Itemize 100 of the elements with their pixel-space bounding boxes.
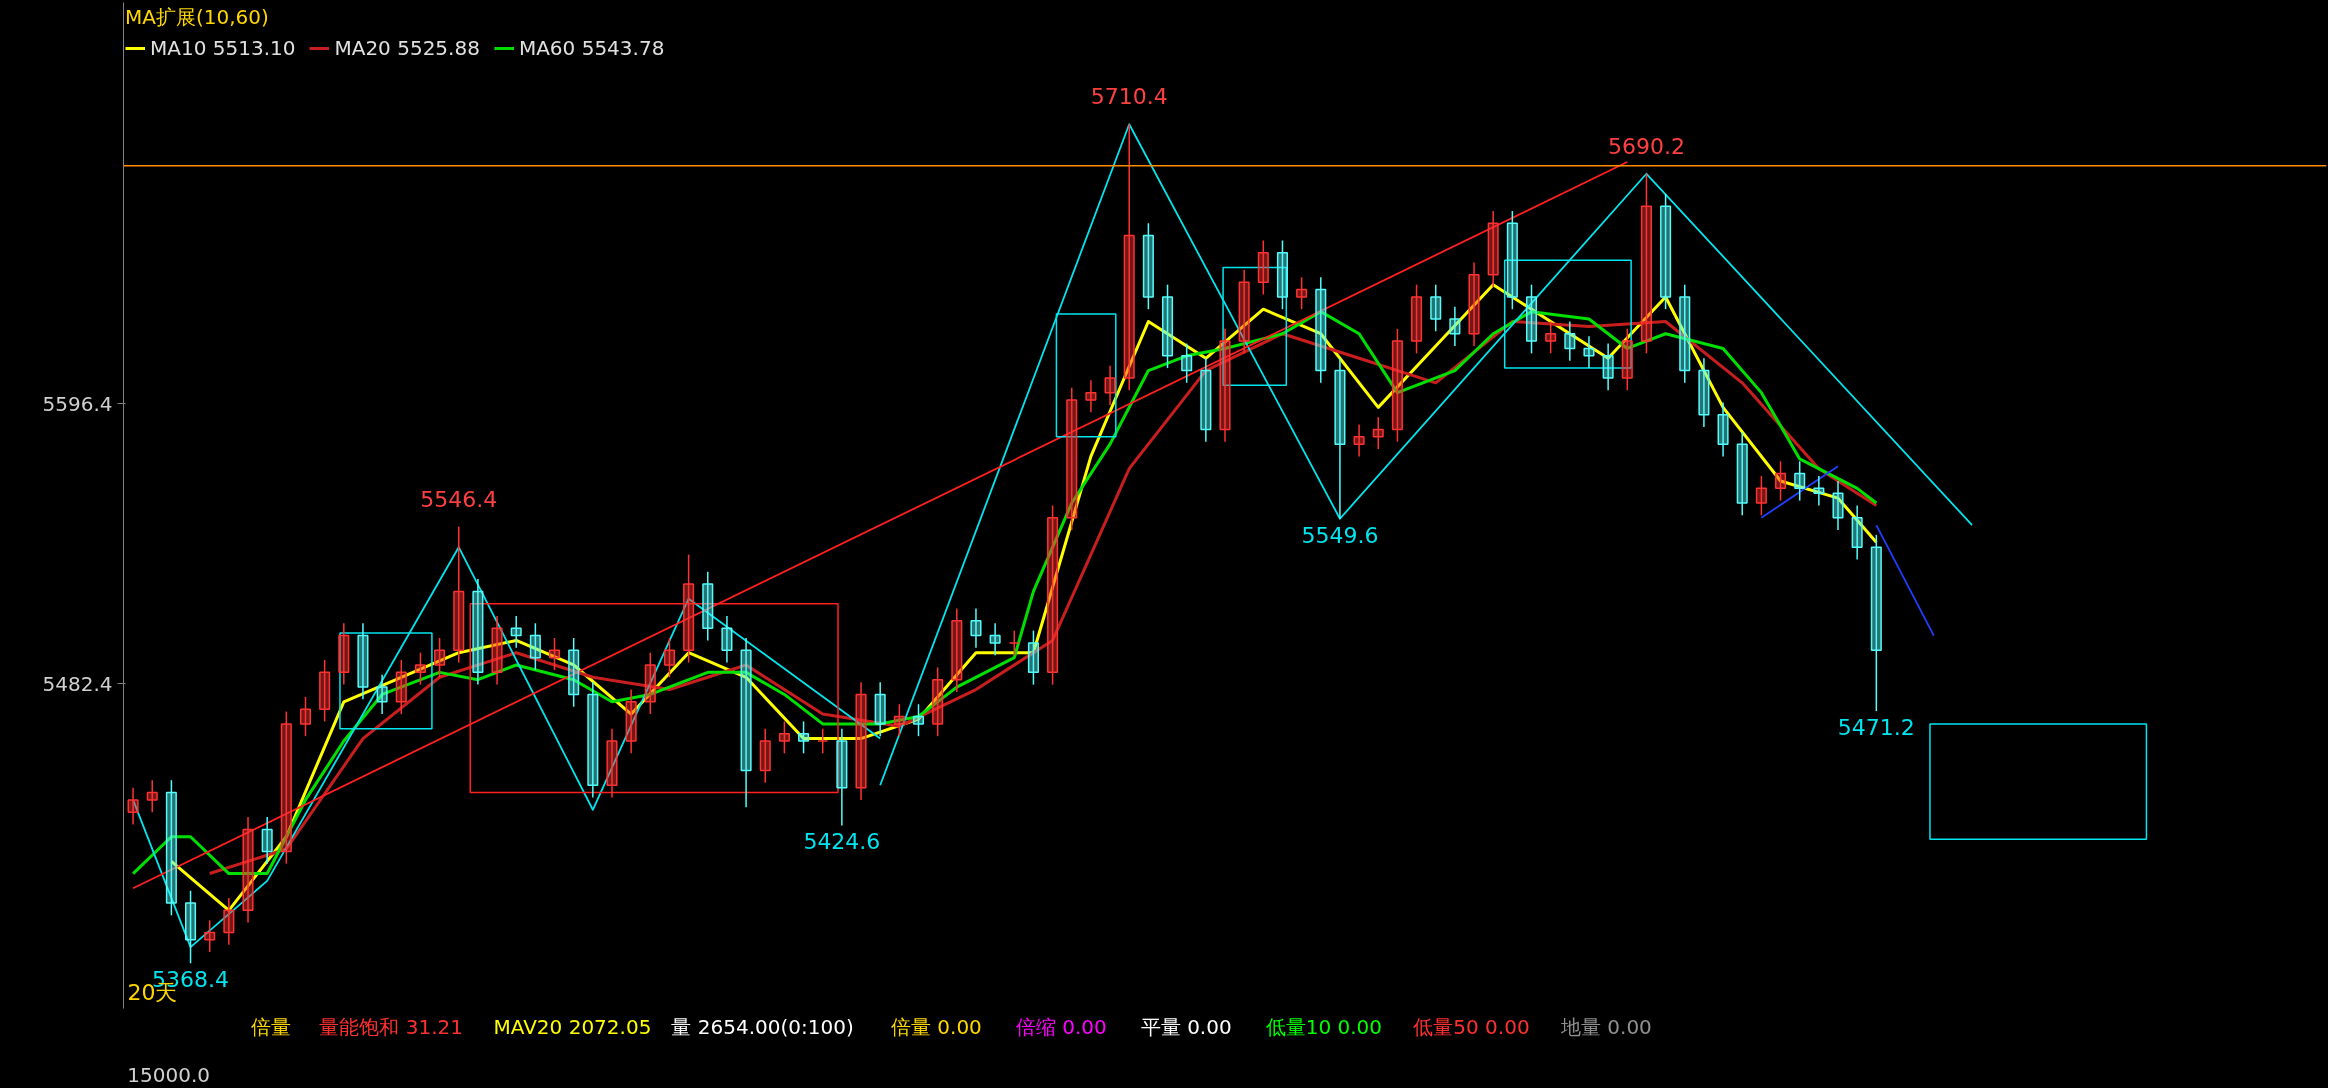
candlestick [836,728,848,827]
candlestick [625,688,637,755]
candlestick [1276,239,1289,310]
candlestick [261,816,273,865]
candlestick [1487,210,1499,288]
candlestick [1717,401,1729,458]
legend-label: MA20 5525.88 [334,36,480,60]
candlestick [548,637,561,671]
candlestick [1468,261,1480,347]
text: 平量 0.00 [1140,1014,1232,1039]
candlestick [299,696,312,737]
text: 低量50 0.00 [1413,1014,1530,1039]
candlestick [1870,534,1882,712]
text: 量能饱和 31.21 [319,1014,464,1039]
candlestick [855,681,867,801]
candlestick [1238,269,1250,355]
candlestick [951,607,963,693]
annotation: 5424.6 [803,829,881,855]
candlestick [1142,222,1154,310]
candlestick [127,786,139,826]
candlestick [721,615,733,664]
candlestick [568,637,580,708]
candlestick [912,703,925,737]
candlestick [453,525,465,664]
candlestick [817,728,829,755]
candlestick [529,622,541,671]
candlestick [357,622,369,701]
candlestick [319,659,331,723]
candlestick [1851,504,1863,561]
candlestick [491,615,503,686]
candlestick [1506,210,1518,310]
candlestick [1640,173,1652,355]
candlestick [1161,283,1174,369]
candlestick [893,703,905,737]
candlestick [644,651,656,715]
candlestick [434,637,446,679]
candlestick [798,720,810,755]
candlestick [1066,386,1078,531]
annotation: 5710.4 [1090,84,1168,110]
candlestick [1104,364,1116,406]
candlestick [606,728,618,799]
candlestick [1621,328,1633,391]
candlestick [702,571,714,642]
candlestick [1008,629,1020,656]
annotation: 5690.2 [1607,133,1685,159]
candlestick [1794,460,1806,502]
candlestick [1698,357,1710,428]
candlestick [185,889,197,965]
candlestick [1832,480,1844,531]
text: 地量 0.00 [1559,1014,1652,1039]
candlestick [165,779,177,917]
candlestick [1583,335,1595,369]
candlestick [395,659,407,715]
y-tick-label: 5596.4 [42,391,113,416]
candlestick [1181,342,1193,384]
candlestick [989,622,1001,656]
annotation: 5546.4 [420,486,498,512]
candlestick [338,622,350,686]
candlestick [1813,475,1825,507]
candlestick [587,681,599,799]
candlestick [242,816,254,924]
candlestick [510,615,522,649]
candlestick [1430,283,1442,333]
legend-label: MA10 5513.10 [150,36,296,60]
candlestick [223,897,235,946]
candlestick [204,919,216,953]
annotation: 5471.2 [1837,715,1915,741]
candlestick [1525,283,1538,355]
y-tick-label: 5482.4 [42,671,113,696]
candlestick [1755,475,1767,517]
candlestick [1660,193,1672,310]
text: 倍量 0.00 [890,1014,982,1039]
candlestick [414,651,426,686]
candlestick [932,666,944,737]
candlestick [376,674,388,715]
candlestick [1449,306,1461,347]
candlestick [759,728,771,784]
annotation: 5549.6 [1301,522,1379,548]
candlestick [280,710,292,865]
candlestick [970,607,982,649]
text: 倍量 [251,1014,292,1039]
candlestick [1545,320,1557,355]
candlestick [740,637,752,809]
text: 低量10 0.00 [1265,1014,1383,1039]
legend-title: MA扩展(10,60) [125,4,270,31]
candlestick [1679,283,1691,384]
candlestick [1334,357,1346,520]
line-series [879,123,1973,787]
candlestick [1315,276,1327,384]
text: 15000.0 [127,1062,210,1087]
candlestick [683,553,695,664]
candlestick [1047,504,1059,686]
candlestick [1391,328,1403,443]
text: 量 2654.00(0:100) [671,1014,854,1039]
candlestick [1085,379,1097,414]
legend-label: MA60 5543.78 [518,36,665,60]
text: 倍缩 0.00 [1015,1014,1107,1039]
candlestick [778,720,790,755]
candlestick [472,578,484,686]
candlestick [1602,342,1614,391]
